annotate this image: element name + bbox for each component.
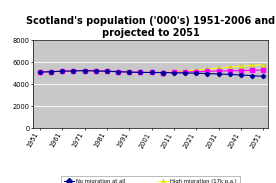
Title: Scotland's population ('000's) 1951-2006 and
projected to 2051: Scotland's population ('000's) 1951-2006… (26, 16, 275, 38)
Legend: No migration at all, Principal projection (8.5k p.a.), High migration (17k p.a.): No migration at all, Principal projectio… (61, 176, 240, 183)
